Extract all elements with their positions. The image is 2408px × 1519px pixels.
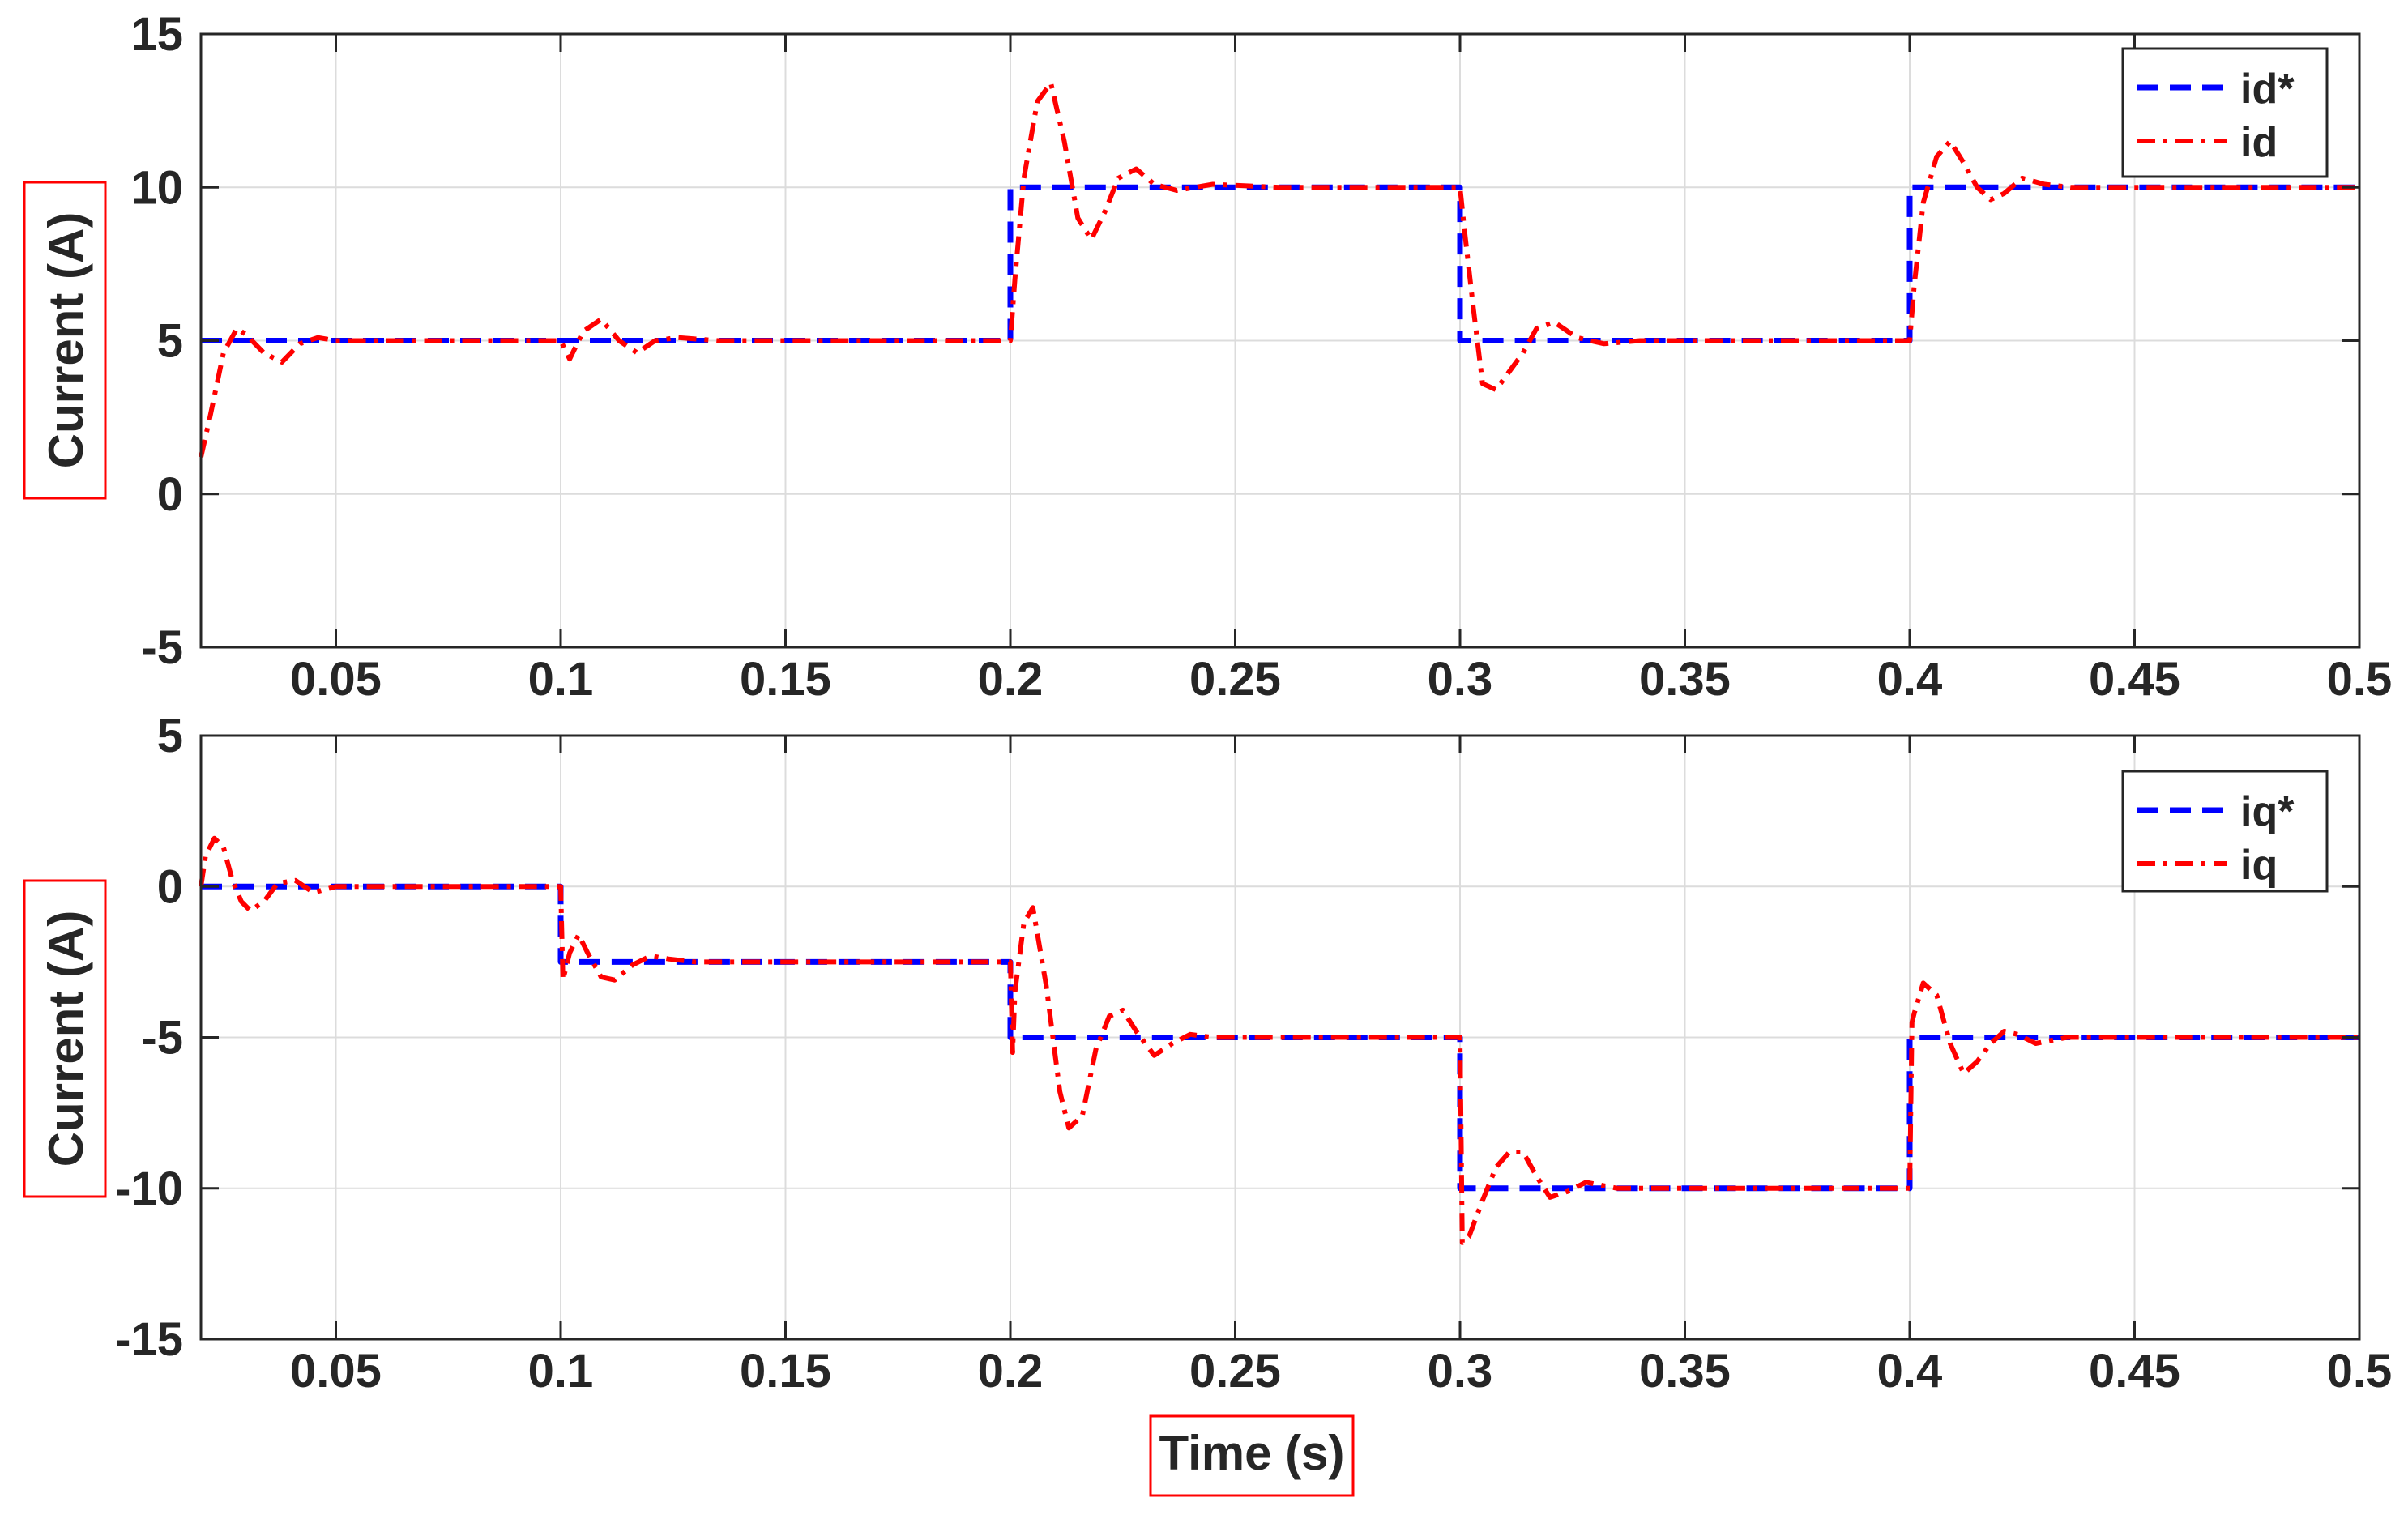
y-axis-label: Current (A) [39, 212, 93, 469]
x-tick-label: 0.1 [528, 653, 594, 706]
y-axis-label-box [23, 879, 107, 1198]
x-tick-label: 0.45 [2089, 653, 2180, 706]
y-tick-label: -15 [115, 1313, 183, 1366]
y-tick-label: -5 [141, 1012, 183, 1065]
y-axis-label-box [23, 181, 107, 500]
x-tick-label: 0.35 [1639, 653, 1731, 706]
x-tick-label: 0.25 [1189, 653, 1281, 706]
legend-label: id* [2240, 66, 2295, 113]
y-tick-label: -5 [141, 621, 183, 674]
x-tick-label: 0.25 [1189, 1345, 1281, 1397]
y-axis-label-group: Current (A) [23, 879, 107, 1198]
y-tick-label: 0 [157, 468, 183, 521]
x-tick-label: 0.35 [1639, 1345, 1731, 1397]
x-tick-label: 0.3 [1428, 1345, 1493, 1397]
x-tick-label: 0.5 [2327, 1345, 2393, 1397]
y-tick-label: 15 [130, 8, 183, 61]
top-chart-panel: 0.05 0.1 0.15 0.2 0.25 0.3 0.35 0.4 0.45 0.5 -5 0 5 1… [23, 8, 2393, 706]
x-tick-label: 0.2 [978, 1345, 1044, 1397]
x-tick-label: 0.1 [528, 1345, 594, 1397]
y-tick-label: 0 [157, 860, 183, 913]
legend-label: id [2240, 119, 2278, 166]
bottom-chart-panel: 0.05 0.1 0.15 0.2 0.25 0.3 0.35 0.4 0.45 0.5 -15 -1… [23, 710, 2393, 1497]
legend: iq* iq [2121, 770, 2329, 893]
y-tick-label: 10 [130, 161, 183, 214]
x-tick-label: 0.4 [1877, 1345, 1943, 1397]
x-tick-label: 0.45 [2089, 1345, 2180, 1397]
x-axis-label-box [1149, 1414, 1355, 1497]
legend-box [2121, 47, 2329, 178]
x-tick-label: 0.5 [2327, 653, 2393, 706]
legend: id* id [2121, 47, 2329, 178]
series-line-id-ref [201, 184, 2359, 343]
y-axis-label-group: Current (A) [23, 181, 107, 500]
series-line-iq [199, 835, 2359, 1245]
x-tick-label: 0.3 [1428, 653, 1493, 706]
legend-box [2121, 770, 2329, 893]
y-tick-label: 5 [157, 315, 183, 368]
legend-label: iq [2240, 842, 2278, 889]
y-axis-label: Current (A) [39, 911, 93, 1167]
legend-label: iq* [2240, 788, 2295, 835]
x-tick-label: 0.05 [290, 1345, 382, 1397]
x-tick-label: 0.15 [740, 1345, 831, 1397]
x-tick-label: 0.2 [978, 653, 1044, 706]
y-tick-label: -10 [115, 1163, 183, 1215]
series-line-id [199, 80, 2359, 458]
y-tick-label: 5 [157, 710, 183, 762]
x-tick-label: 0.15 [740, 653, 831, 706]
x-tick-label: 0.05 [290, 653, 382, 706]
x-axis-label: Time (s) [1159, 1426, 1345, 1480]
x-tick-label: 0.4 [1877, 653, 1943, 706]
